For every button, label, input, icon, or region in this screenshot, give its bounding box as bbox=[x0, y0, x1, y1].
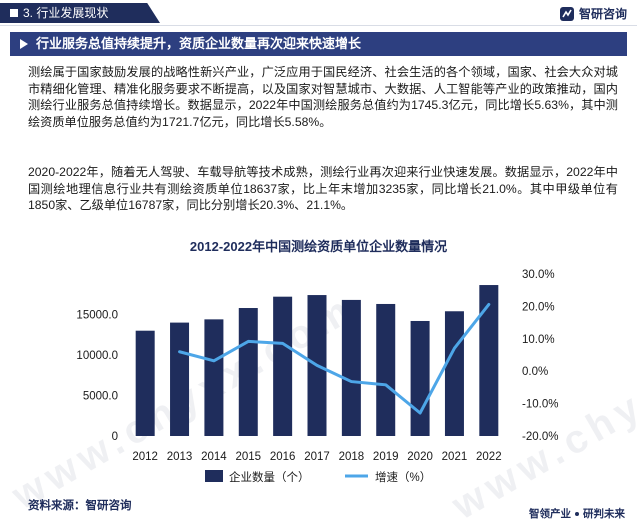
slogan-right: 研判未来 bbox=[583, 508, 625, 520]
x-tick-label: 2020 bbox=[407, 451, 433, 463]
slogan-left: 智领产业 bbox=[529, 508, 571, 520]
x-tick-label: 2018 bbox=[339, 451, 365, 463]
bar-2021 bbox=[444, 311, 464, 436]
dot-icon bbox=[575, 511, 579, 516]
y-right-tick-label: -20.0% bbox=[522, 431, 558, 443]
arrow-icon bbox=[20, 39, 28, 49]
bar-2014 bbox=[204, 319, 224, 436]
y-right-tick-label: 20.0% bbox=[522, 301, 555, 313]
slogan: 智领产业 研判未来 bbox=[529, 506, 625, 521]
top-bar: 3. 行业发展现状 智研咨询 bbox=[0, 0, 637, 26]
legend-bar-label: 企业数量（个） bbox=[229, 470, 310, 484]
paragraph-2: 2020-2022年，随着无人驾驶、车载导航等技术成熟，测绘行业再次迎来行业快速… bbox=[28, 165, 618, 212]
bar-2015 bbox=[238, 308, 258, 436]
y-right-tick-label: -10.0% bbox=[522, 399, 558, 411]
bar-2022 bbox=[479, 285, 499, 436]
bar-2019 bbox=[376, 303, 396, 436]
bar-2018 bbox=[341, 299, 361, 436]
brand: 智研咨询 bbox=[559, 5, 627, 22]
brand-name: 智研咨询 bbox=[578, 7, 627, 21]
y-left-tick-label: 0 bbox=[112, 431, 118, 443]
brand-logo-icon bbox=[559, 6, 574, 21]
x-tick-label: 2019 bbox=[373, 451, 399, 463]
bar-2016 bbox=[273, 296, 293, 436]
y-right-tick-label: 10.0% bbox=[522, 334, 555, 346]
section-label: 3. 行业发展现状 bbox=[23, 6, 109, 20]
data-source: 资料来源：智研咨询 bbox=[28, 500, 132, 512]
y-right-tick-label: 0.0% bbox=[522, 366, 548, 378]
x-tick-label: 2015 bbox=[235, 451, 261, 463]
bar-2012 bbox=[135, 330, 155, 436]
section-tag: 3. 行业发展现状 bbox=[0, 3, 160, 23]
bar-2020 bbox=[410, 320, 430, 436]
x-tick-label: 2021 bbox=[442, 451, 468, 463]
x-tick-label: 2016 bbox=[270, 451, 296, 463]
y-right-tick-label: 30.0% bbox=[522, 269, 555, 281]
legend-line-label: 增速（%） bbox=[375, 470, 431, 484]
section-banner: 行业服务总值持续提升，资质企业数量再次迎来快速增长 bbox=[10, 32, 627, 56]
growth-rate-line bbox=[178, 302, 491, 415]
legend-bar-swatch bbox=[205, 470, 223, 482]
y-left-tick-label: 10000.0 bbox=[76, 350, 118, 362]
y-left-tick-label: 15000.0 bbox=[76, 310, 118, 322]
x-tick-label: 2022 bbox=[476, 451, 502, 463]
square-icon bbox=[10, 8, 18, 17]
paragraph-1: 测绘属于国家鼓励发展的战略性新兴产业，广泛应用于国民经济、社会生活的各个领域，国… bbox=[28, 65, 618, 129]
x-tick-label: 2017 bbox=[304, 451, 330, 463]
bar-2013 bbox=[170, 322, 190, 436]
x-tick-label: 2014 bbox=[201, 451, 227, 463]
banner-title: 行业服务总值持续提升，资质企业数量再次迎来快速增长 bbox=[36, 36, 362, 51]
x-tick-label: 2013 bbox=[167, 451, 193, 463]
x-tick-label: 2012 bbox=[132, 451, 158, 463]
chart-title: 2012-2022年中国测绘资质单位企业数量情况 bbox=[189, 239, 448, 254]
y-left-tick-label: 5000.0 bbox=[83, 391, 118, 403]
